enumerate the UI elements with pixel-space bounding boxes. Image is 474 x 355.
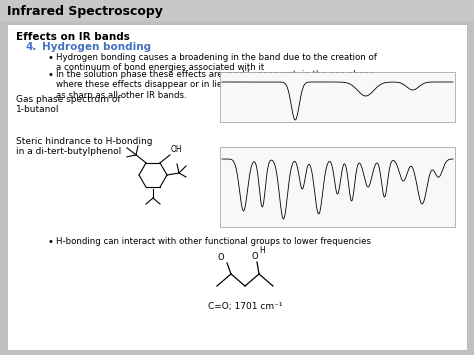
Text: Hydrogen bonding: Hydrogen bonding [42, 42, 151, 52]
Text: H-bonding can interact with other functional groups to lower frequencies: H-bonding can interact with other functi… [56, 237, 371, 246]
Text: Gas phase spectrum of
1-butanol: Gas phase spectrum of 1-butanol [16, 95, 120, 114]
Text: 4.: 4. [26, 42, 37, 52]
FancyBboxPatch shape [220, 147, 455, 227]
FancyBboxPatch shape [0, 0, 474, 21]
Text: OH: OH [171, 145, 182, 154]
Text: •: • [48, 70, 54, 80]
Text: •: • [48, 53, 54, 63]
Text: Steric hindrance to H-bonding
in a di-tert-butylphenol: Steric hindrance to H-bonding in a di-te… [16, 137, 153, 157]
Text: O: O [252, 252, 258, 261]
FancyBboxPatch shape [220, 72, 455, 122]
Text: In the solution phase these effects are readily apparent; in the gas phase
where: In the solution phase these effects are … [56, 70, 380, 100]
Text: •: • [48, 237, 54, 247]
Text: C=O; 1701 cm⁻¹: C=O; 1701 cm⁻¹ [208, 302, 282, 311]
FancyBboxPatch shape [7, 24, 467, 350]
Text: Effects on IR bands: Effects on IR bands [16, 32, 130, 42]
Text: Hydrogen bonding causes a broadening in the band due to the creation of
a contin: Hydrogen bonding causes a broadening in … [56, 53, 377, 72]
Text: O: O [218, 253, 224, 262]
Text: H: H [259, 246, 265, 255]
Text: Infrared Spectroscopy: Infrared Spectroscopy [7, 5, 163, 17]
